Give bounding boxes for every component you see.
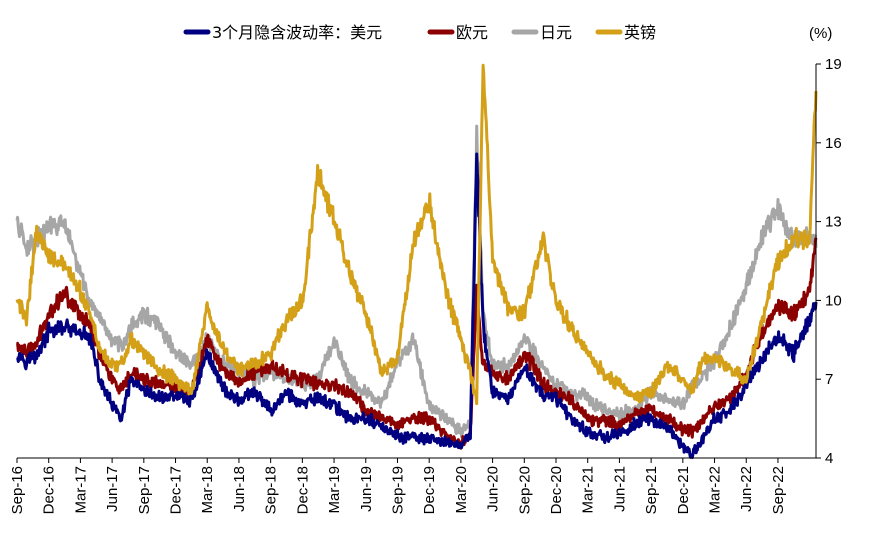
x-tick-label: Sep-21 [643, 466, 660, 514]
x-tick-label: Mar-17 [72, 466, 89, 514]
series-line-0 [16, 152, 818, 459]
x-tick-label: Dec-21 [675, 466, 692, 514]
x-tick-label: Jun-17 [104, 466, 121, 512]
x-tick-label: Dec-17 [168, 466, 185, 514]
axes-layer: 4 7 10 13 16 19 Sep-16 Dec-16 Mar-17 Jun-17 Sep-17… [9, 56, 842, 514]
series-layer [15, 63, 818, 459]
y-tick-label: 4 [825, 450, 833, 467]
x-tick-label: Mar-20 [453, 466, 470, 514]
x-tick-label: Mar-21 [580, 466, 597, 514]
x-tick-label: Sep-16 [9, 466, 26, 514]
series-line-2 [15, 124, 818, 438]
x-tick-label: Sep-18 [263, 466, 280, 514]
x-tick-label: Dec-16 [41, 466, 58, 514]
y-tick-label: 19 [825, 56, 842, 73]
y-tick-label: 16 [825, 135, 842, 152]
series-line-1 [16, 237, 818, 450]
legend-label-jpy: 日元 [540, 23, 572, 42]
y-tick-label: 10 [825, 292, 842, 309]
x-tick-label: Jun-18 [231, 466, 248, 512]
legend-label-gbp: 英镑 [624, 23, 656, 42]
x-tick-label: Dec-20 [548, 466, 565, 514]
series-line-3 [15, 63, 818, 406]
x-tick-label: Mar-19 [326, 466, 343, 514]
y-tick-label: 7 [825, 371, 833, 388]
y-axis-unit-label: (%) [809, 25, 832, 42]
x-tick-label: Sep-17 [136, 466, 153, 514]
x-tick-label: Sep-20 [516, 466, 533, 514]
x-tick-label: Sep-22 [770, 466, 787, 514]
x-tick-label: Jun-22 [738, 466, 755, 512]
x-tick-label: Jun-19 [358, 466, 375, 512]
x-tick-label: Mar-18 [199, 466, 216, 514]
x-tick-label: Jun-20 [485, 466, 502, 512]
x-tick-label: Sep-19 [389, 466, 406, 514]
x-tick-label: Mar-22 [707, 466, 724, 514]
x-tick-label: Dec-19 [421, 466, 438, 514]
y-tick-label: 13 [825, 214, 842, 231]
legend: 3个月隐含波动率：美元 欧元 日元 英镑 [183, 23, 656, 42]
legend-label-eur: 欧元 [456, 23, 488, 42]
legend-label-usd: 3个月隐含波动率：美元 [212, 23, 382, 42]
x-tick-label: Dec-18 [294, 466, 311, 514]
x-tick-label: Jun-21 [611, 466, 628, 512]
